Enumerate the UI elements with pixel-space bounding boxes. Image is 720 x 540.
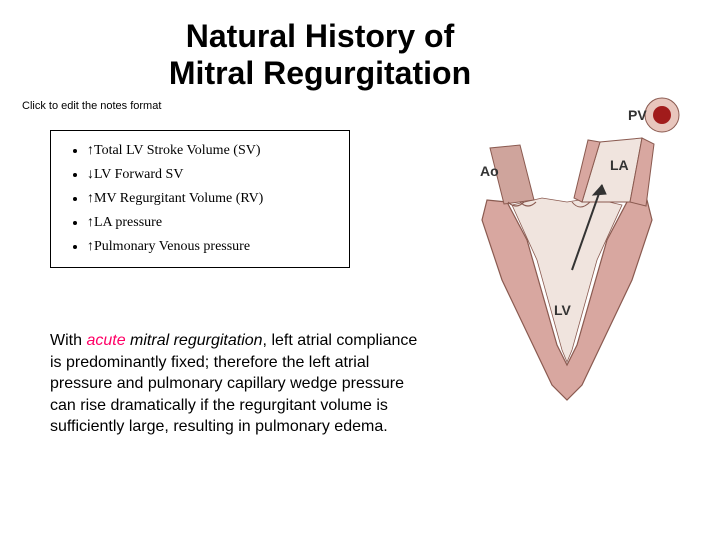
body-paragraph: With acute mitral regurgitation, left at…	[50, 330, 420, 438]
label-pv: PV	[628, 107, 647, 123]
list-item: ↑MV Regurgitant Volume (RV)	[87, 187, 335, 211]
bullet-box: ↑Total LV Stroke Volume (SV) ↓LV Forward…	[50, 130, 350, 268]
heart-diagram: PV Ao LA LV	[442, 90, 692, 420]
body-acute: acute	[86, 332, 125, 349]
list-item: ↑LA pressure	[87, 211, 335, 235]
page-title: Natural History ofMitral Regurgitation	[120, 18, 520, 92]
label-lv: LV	[554, 302, 572, 318]
label-ao: Ao	[480, 163, 499, 179]
body-pre: With	[50, 332, 86, 349]
body-mr: mitral regurgitation	[126, 332, 263, 349]
list-item: ↑Total LV Stroke Volume (SV)	[87, 139, 335, 163]
bullet-list: ↑Total LV Stroke Volume (SV) ↓LV Forward…	[69, 139, 335, 259]
heart-body	[482, 138, 654, 400]
list-item: ↓LV Forward SV	[87, 163, 335, 187]
notes-format-hint[interactable]: Click to edit the notes format	[22, 100, 161, 112]
pv-icon	[645, 98, 679, 132]
label-la: LA	[610, 157, 629, 173]
list-item: ↑Pulmonary Venous pressure	[87, 235, 335, 259]
